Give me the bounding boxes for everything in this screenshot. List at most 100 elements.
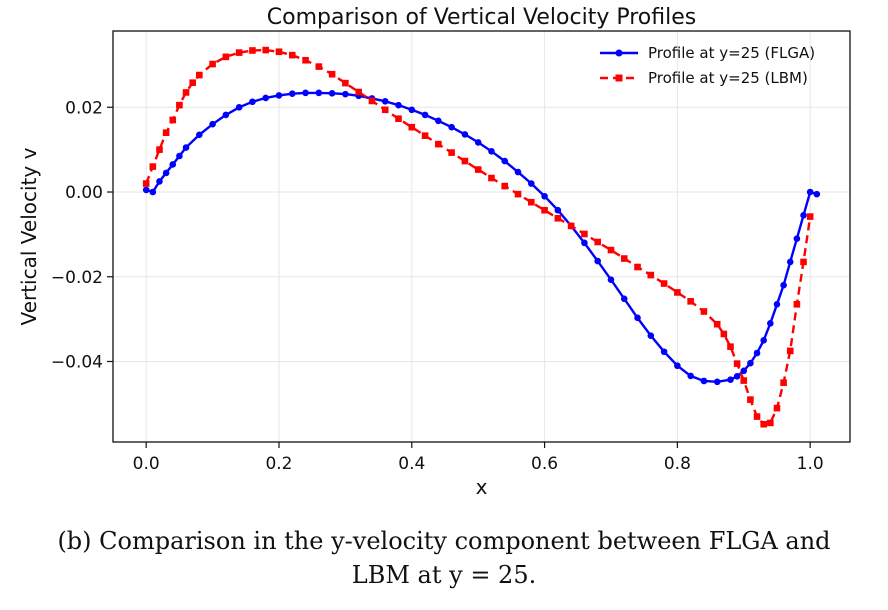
data-point [514,190,522,198]
data-point [806,213,814,220]
data-point [786,347,794,355]
data-point [381,98,389,105]
data-point [182,144,190,151]
legend-label: Profile at y=25 (LBM) [648,69,808,87]
data-point [713,320,721,328]
grid [113,31,850,442]
data-point [209,60,216,68]
data-point [620,295,628,303]
series-line [145,91,818,384]
data-point [733,360,741,367]
y-tick-label: −0.02 [51,268,103,288]
legend-label: Profile at y=25 (FLGA) [648,44,815,62]
x-tick-label: 1.0 [797,454,824,474]
caption-line-1: (b) Comparison in the y-velocity compone… [57,527,831,555]
data-point [262,94,270,102]
data-series [142,46,821,428]
legend: Profile at y=25 (FLGA) Profile at y=25 (L… [600,44,815,87]
data-point [527,180,535,187]
data-point [474,139,482,146]
data-point [813,190,821,198]
data-point [733,373,741,380]
x-tick-label: 0.4 [398,454,425,474]
data-point [674,362,681,370]
data-point [594,257,601,265]
data-point [767,320,774,327]
data-point [594,238,601,246]
data-point [620,255,628,262]
data-point [767,419,774,427]
data-point [461,131,469,138]
data-point [235,49,243,56]
figure-caption: (b) Comparison in the y-velocity compone… [0,524,888,592]
data-point [302,56,309,64]
data-point [461,157,469,165]
y-axis-label: Vertical Velocity v [17,147,41,325]
data-point [189,79,196,86]
data-point [275,48,283,56]
data-point [176,152,183,160]
data-point [780,281,787,289]
data-point [687,298,694,305]
data-point [753,349,761,357]
data-point [395,115,402,123]
plot-area-frame [112,30,851,443]
data-point [275,92,283,99]
data-point [527,198,535,206]
data-point [700,308,708,315]
data-point [435,140,442,148]
data-point [501,157,509,165]
data-point [786,258,794,266]
legend-marker [615,49,623,57]
data-point [381,106,389,114]
data-point [315,89,323,97]
series-line [145,48,812,426]
data-point [156,178,163,185]
data-point [302,89,309,97]
data-point [581,230,588,238]
data-point [773,300,781,308]
data-point [162,169,170,177]
data-point [149,163,157,170]
x-axis-label: x [476,475,488,499]
series-1 [142,89,821,386]
data-point [474,166,482,173]
data-point [315,63,323,70]
data-point [581,239,588,247]
data-point [142,186,150,194]
data-point [541,192,548,200]
data-point [634,314,641,322]
data-point [408,106,416,114]
data-point [142,180,150,187]
y-tick-label: 0.02 [65,98,103,118]
legend-marker [615,74,623,82]
data-point [222,53,230,61]
data-point [720,330,728,338]
x-tick-label: 0.2 [265,454,292,474]
data-point [421,132,429,139]
data-point [488,148,495,155]
data-point [162,129,170,136]
data-point [209,120,216,128]
data-point [760,420,767,428]
data-point [435,117,442,125]
data-point [800,212,807,219]
data-point [740,377,748,384]
data-point [760,337,767,344]
data-point [288,90,296,98]
data-point [169,116,177,124]
data-point [780,379,787,386]
line-chart: 0.0 0.2 0.4 0.6 0.8 1.0 0.02 0.00 −0.02 −0.04 Com… [17,5,851,499]
data-point [647,271,655,279]
data-point [747,396,754,403]
data-point [674,289,681,296]
data-point [687,372,694,380]
x-tick-label: 0.8 [664,454,691,474]
data-point [800,258,807,266]
data-point [514,168,522,176]
data-point [567,222,575,230]
data-point [747,359,754,367]
data-point [368,97,376,105]
data-point [169,161,177,168]
data-point [713,378,721,386]
